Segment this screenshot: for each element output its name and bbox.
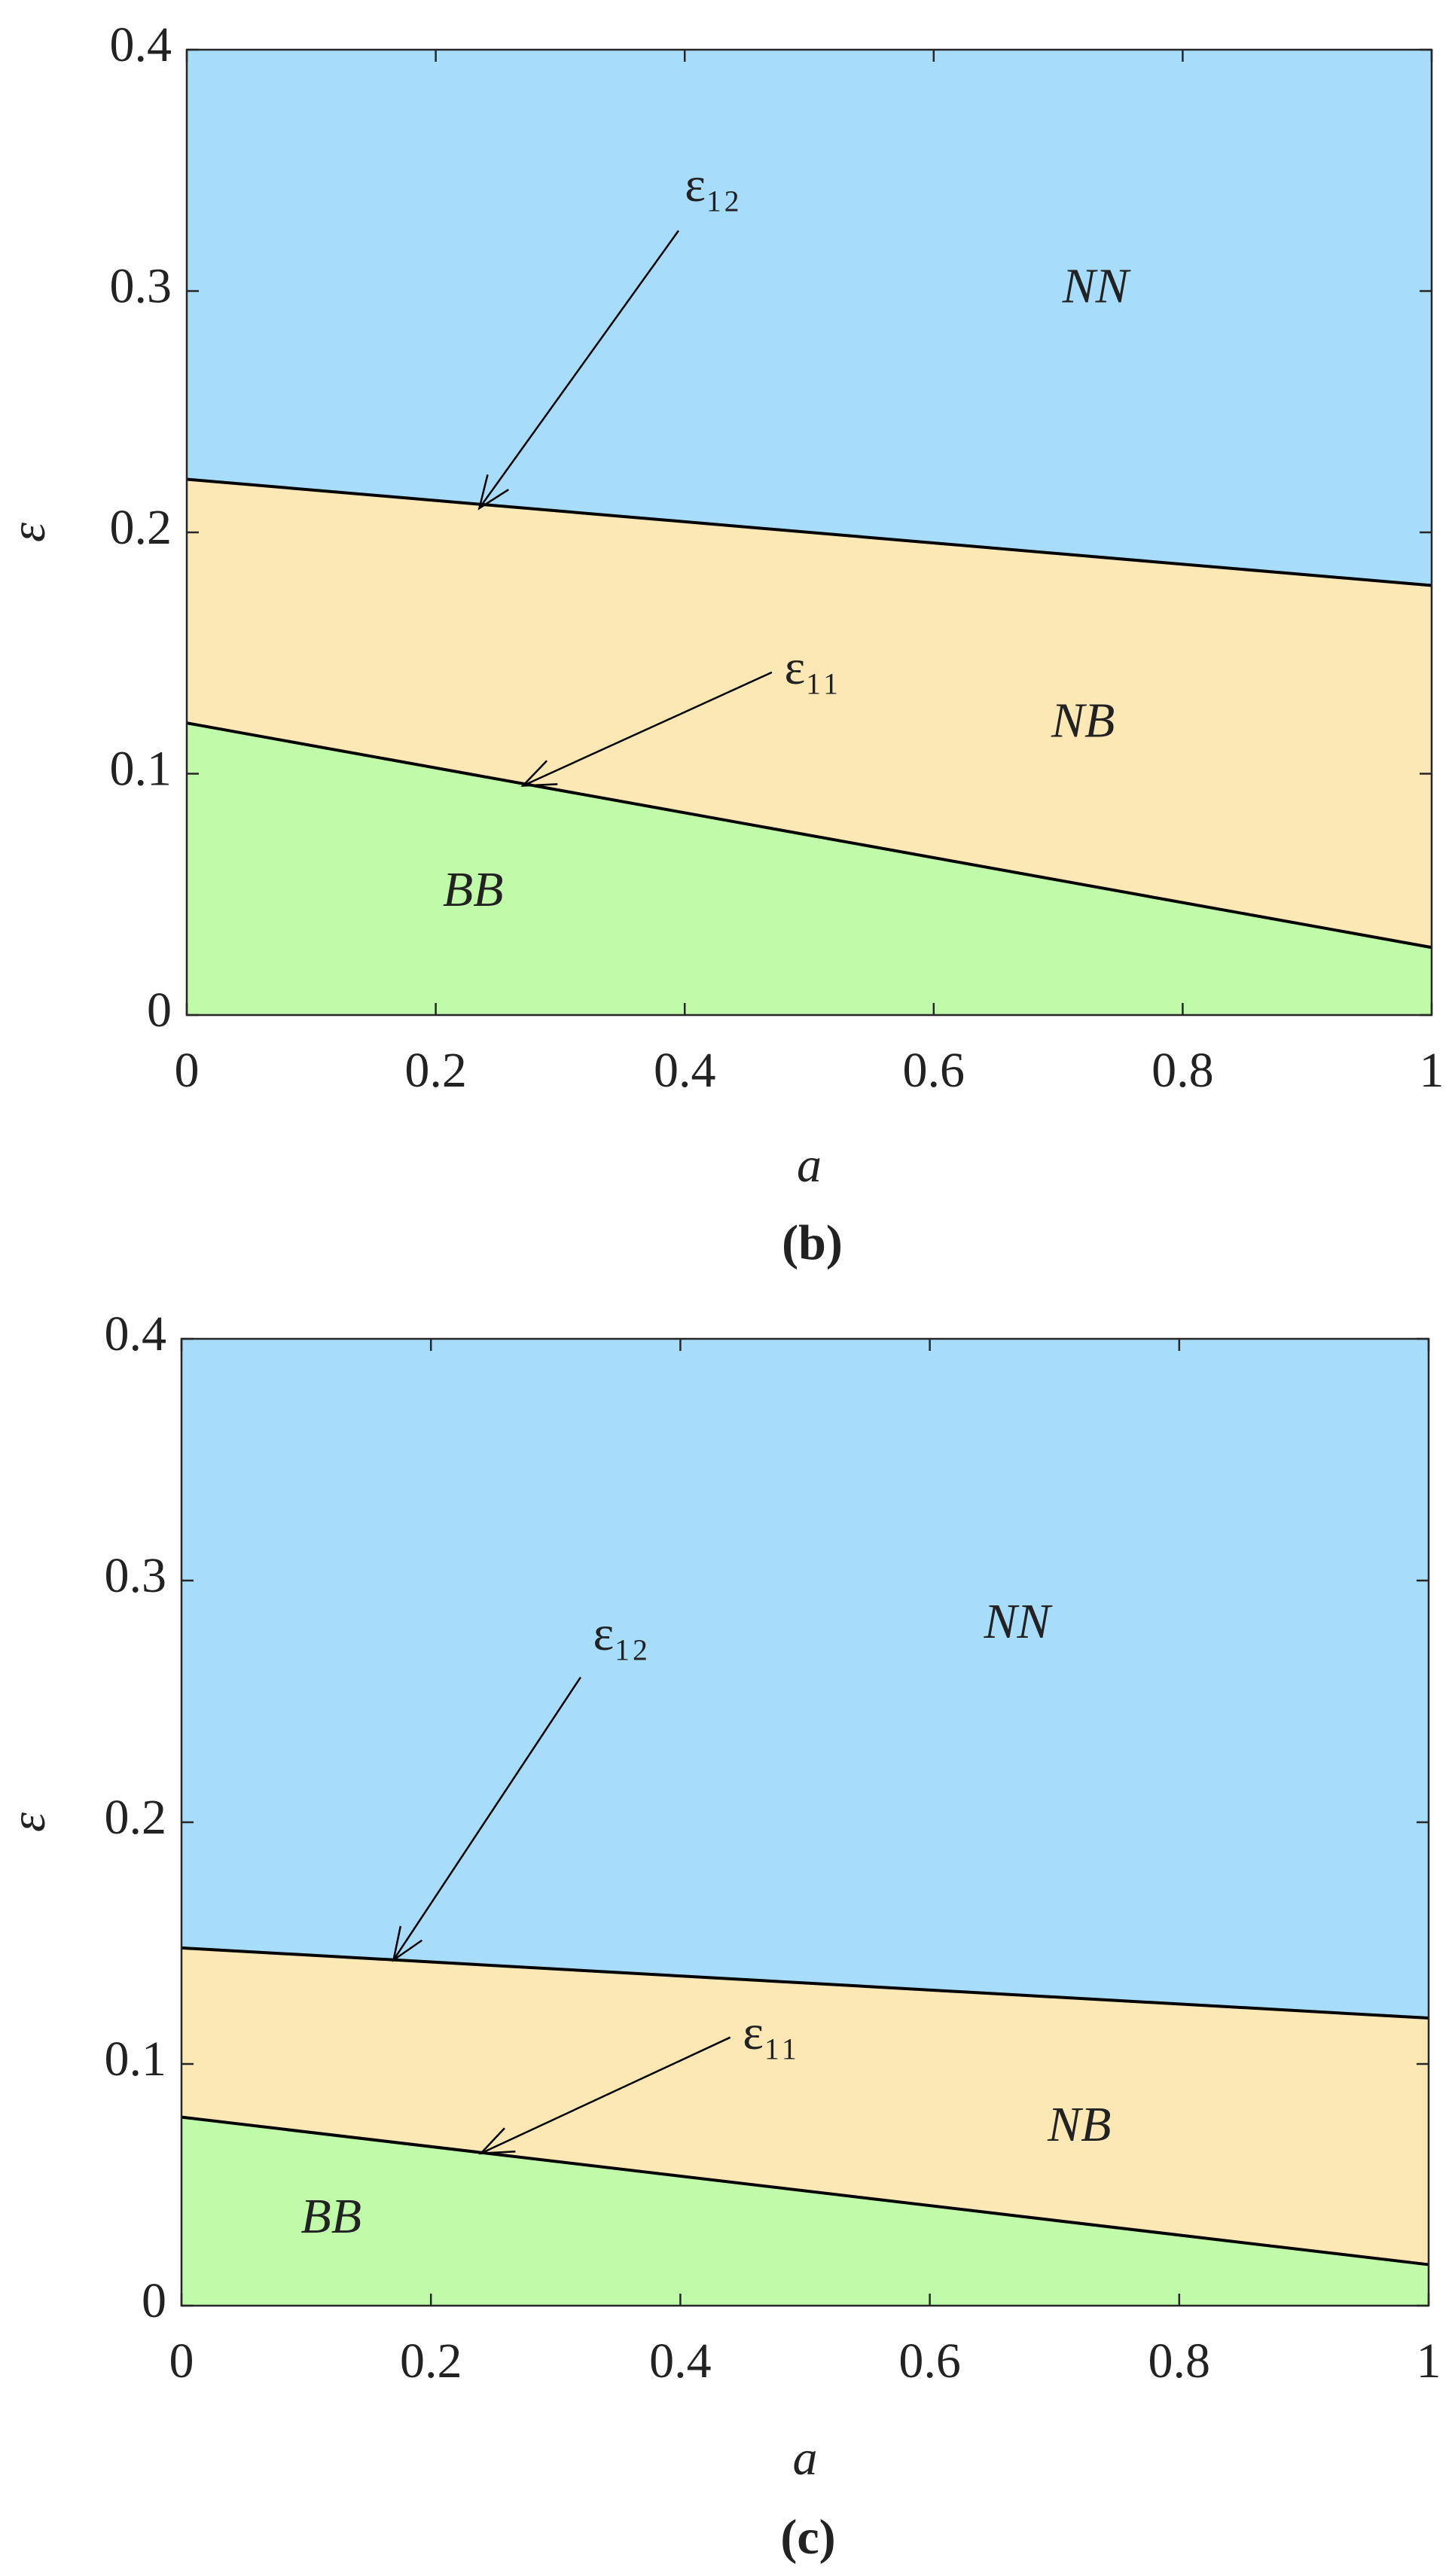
y-tick-label: 0.2 [110,500,172,555]
panel: BB NB NN ε₁₁ ε₁₂ 0 0.2 0.4 0.6 0.8 1 0 0.1 0.2 0.3 0.4 a… [1,1306,1441,2565]
x-tick-label: 0.8 [1148,2334,1211,2389]
arrow-head [520,760,558,787]
boundary-line [186,477,1432,587]
region-fill [181,2117,1429,2306]
region-fill [181,1339,1429,2019]
y-axis-label: ε [1,1812,56,1832]
x-tick-label: 1 [1420,1043,1444,1098]
annotation: ε₁₂ [593,1606,648,1661]
annotation: ε₁₁ [784,640,840,695]
caption: (c) [780,2510,835,2565]
boundary-line [181,2115,1429,2267]
arrow-head [477,474,509,511]
region-label: NB [1051,694,1115,748]
x-tick-label: 0.4 [654,1043,716,1098]
region-label: BB [300,2189,361,2244]
x-tick-label: 0.6 [898,2334,961,2389]
arrow-head [392,1925,423,1962]
region-fill [181,1947,1429,2265]
x-tick-label: 0.4 [649,2334,712,2389]
y-tick-label: 0.3 [105,1548,167,1603]
region-label: NB [1047,2097,1111,2152]
x-tick-label: 0 [175,1043,200,1098]
x-tick-label: 0 [169,2334,194,2389]
y-tick-label: 0.1 [110,742,172,797]
x-tick-label: 0.8 [1151,1043,1214,1098]
y-tick-label: 0 [147,983,172,1038]
annotation-arrow [480,2036,731,2154]
y-tick-label: 0.1 [105,2032,167,2087]
y-tick-label: 0.4 [105,1306,167,1361]
y-tick-label: 0 [142,2273,166,2328]
x-axis-label: a [797,1138,822,1193]
panel: BB NB NN ε₁₁ ε₁₂ 0 0.2 0.4 0.6 0.8 1 0 0.1 0.2 0.3 0.4 a… [1,17,1444,1270]
region-fill [187,723,1432,1015]
annotation: ε₁₂ [685,157,740,212]
y-axis-label: ε [1,523,56,542]
y-tick-label: 0.4 [110,17,172,72]
annotation-arrow [522,671,773,787]
x-tick-label: 0.2 [400,2334,462,2389]
arrow-head [478,2127,516,2155]
caption: (b) [782,1215,843,1270]
region-fill [187,50,1432,586]
annotation-arrow [478,230,679,509]
x-tick-label: 0.6 [903,1043,965,1098]
x-tick-label: 1 [1417,2334,1441,2389]
x-axis-label: a [793,2431,818,2486]
x-tick-label: 0.2 [404,1043,467,1098]
y-tick-label: 0.3 [110,259,172,314]
region-fill [187,479,1432,948]
region-label: BB [443,862,504,917]
annotation-arrow [392,1676,581,1961]
boundary-line [181,1946,1429,2020]
region-label: NN [1062,259,1132,314]
region-label: NN [983,1594,1053,1649]
annotation: ε₁₁ [743,2005,798,2060]
y-tick-label: 0.2 [105,1790,167,1845]
boundary-line [186,721,1432,950]
